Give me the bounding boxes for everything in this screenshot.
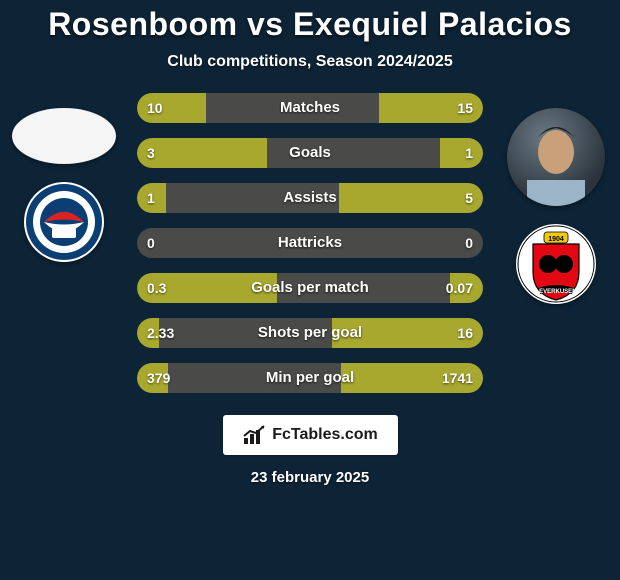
left-club-crest <box>24 182 104 262</box>
metric-row: 31Goals <box>137 138 483 168</box>
subtitle: Club competitions, Season 2024/2025 <box>0 53 620 71</box>
left-player-avatar <box>12 108 116 164</box>
right-player-avatar <box>507 108 605 206</box>
svg-text:1904: 1904 <box>548 236 564 243</box>
svg-text:LEVERKUSEN: LEVERKUSEN <box>535 289 576 295</box>
metric-label: Min per goal <box>137 363 483 393</box>
brand-chart-icon <box>242 424 268 446</box>
right-player-column: 1904 LEVERKUSEN <box>500 108 612 304</box>
infographic-date: 23 february 2025 <box>0 469 620 486</box>
metric-row: 00Hattricks <box>137 228 483 258</box>
metric-label: Assists <box>137 183 483 213</box>
metric-label: Goals <box>137 138 483 168</box>
metric-row: 1015Matches <box>137 93 483 123</box>
metric-label: Shots per goal <box>137 318 483 348</box>
metric-row: 15Assists <box>137 183 483 213</box>
brand-text: FcTables.com <box>272 426 378 444</box>
right-club-crest: 1904 LEVERKUSEN <box>516 224 596 304</box>
comparison-infographic: Rosenboom vs Exequiel Palacios Club comp… <box>0 0 620 580</box>
left-player-column <box>8 108 120 262</box>
metric-label: Hattricks <box>137 228 483 258</box>
metric-label: Matches <box>137 93 483 123</box>
metric-bars: 1015Matches 31Goals 15Assists 00Hattricks 0.… <box>137 93 483 393</box>
metric-row: 0.30.07Goals per match <box>137 273 483 303</box>
metric-label: Goals per match <box>137 273 483 303</box>
brand-badge: FcTables.com <box>223 415 398 455</box>
metric-row: 2.3316Shots per goal <box>137 318 483 348</box>
metric-row: 3791741Min per goal <box>137 363 483 393</box>
page-title: Rosenboom vs Exequiel Palacios <box>0 6 620 43</box>
